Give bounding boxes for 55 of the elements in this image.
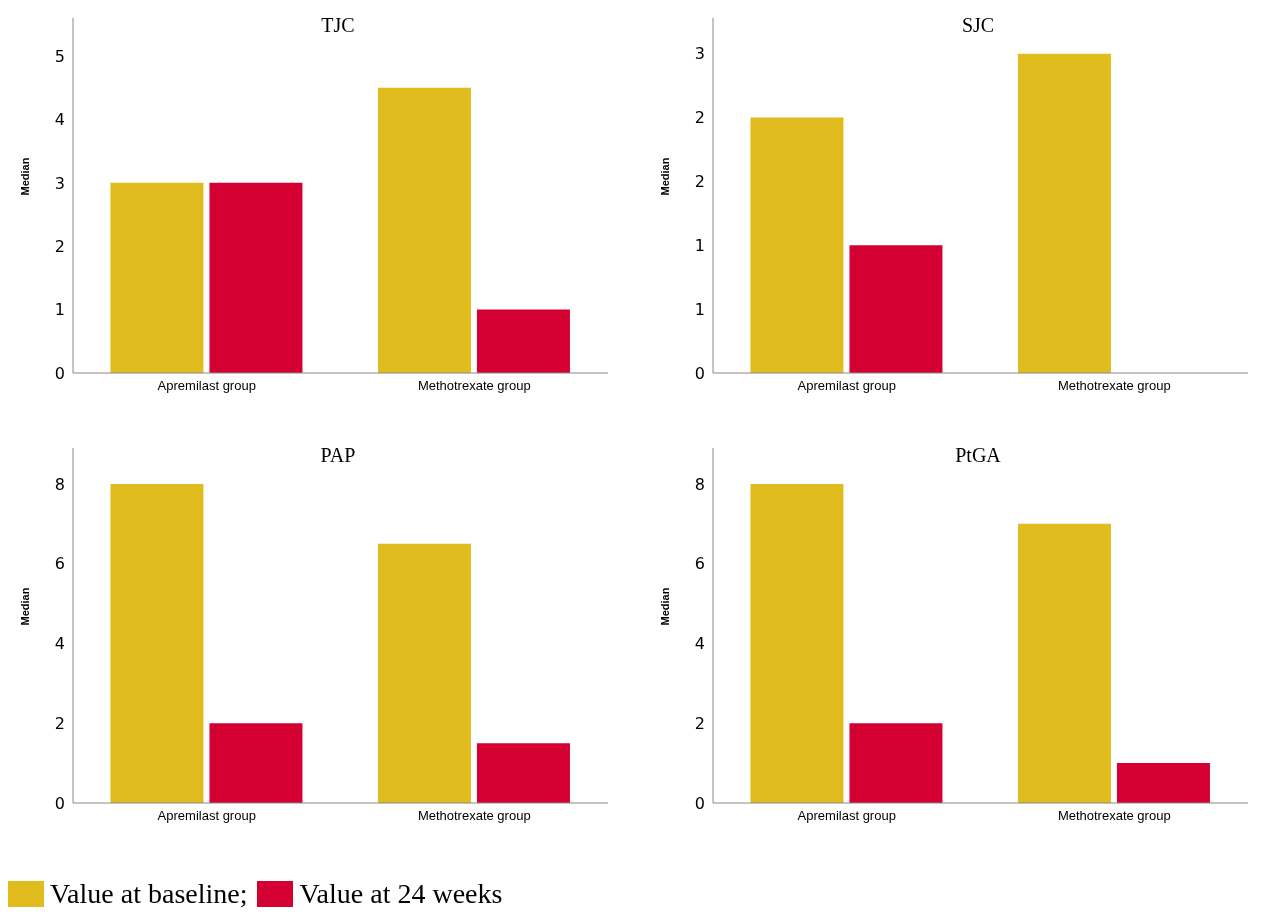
y-tick-label: 3 (694, 44, 705, 64)
bar (849, 245, 943, 373)
bar (377, 543, 471, 803)
y-tick-label: 8 (54, 474, 65, 494)
bar (750, 117, 844, 373)
x-tick-label: Methotrexate group (1057, 378, 1171, 394)
y-tick-label: 4 (54, 110, 65, 130)
y-axis-title: Median (658, 157, 671, 196)
y-tick-label: 1 (694, 299, 705, 319)
y-tick-label: 6 (694, 554, 705, 574)
y-tick-label: 0 (694, 793, 705, 813)
y-tick-label: 0 (54, 793, 65, 813)
x-tick-label: Apremilast group (157, 808, 256, 824)
bar (377, 87, 471, 373)
bar (476, 309, 570, 373)
y-axis-title: Median (18, 587, 31, 626)
bar (1116, 763, 1210, 803)
y-axis-title: Median (18, 157, 31, 196)
y-axis-title: Median (658, 587, 671, 626)
y-tick-label: 0 (694, 363, 705, 383)
y-tick-label: 6 (54, 554, 65, 574)
chart-title: SJC (960, 14, 996, 37)
y-tick-label: 5 (54, 46, 65, 66)
bar (209, 182, 303, 373)
y-tick-label: 8 (694, 474, 705, 494)
bar (1017, 53, 1111, 373)
y-tick-label: 1 (54, 300, 65, 320)
y-tick-label: 0 (54, 363, 65, 383)
x-tick-label: Methotrexate group (1057, 808, 1171, 824)
y-tick-label: 3 (54, 173, 65, 193)
y-tick-label: 2 (694, 108, 705, 128)
bar (750, 483, 844, 803)
legend-label: Value at baseline; (50, 878, 248, 910)
chart-title: PtGA (954, 444, 1002, 467)
bar (110, 182, 204, 373)
bar (849, 723, 943, 803)
y-tick-label: 2 (694, 713, 705, 733)
x-tick-label: Methotrexate group (417, 378, 531, 394)
legend-label: Value at 24 weeks (299, 878, 503, 910)
y-tick-label: 2 (694, 172, 705, 192)
x-tick-label: Apremilast group (797, 378, 896, 394)
chart-title: PAP (319, 444, 357, 467)
bar (209, 723, 303, 803)
y-tick-label: 4 (694, 634, 705, 654)
x-tick-label: Apremilast group (157, 378, 256, 394)
y-tick-label: 4 (54, 634, 65, 654)
y-tick-label: 1 (694, 235, 705, 255)
y-tick-label: 2 (54, 713, 65, 733)
bar (110, 483, 204, 803)
x-tick-label: Apremilast group (797, 808, 896, 824)
y-tick-label: 2 (54, 236, 65, 256)
chart-title: TJC (320, 14, 356, 37)
x-tick-label: Methotrexate group (417, 808, 531, 824)
bar (476, 743, 570, 803)
bar (1017, 523, 1111, 803)
